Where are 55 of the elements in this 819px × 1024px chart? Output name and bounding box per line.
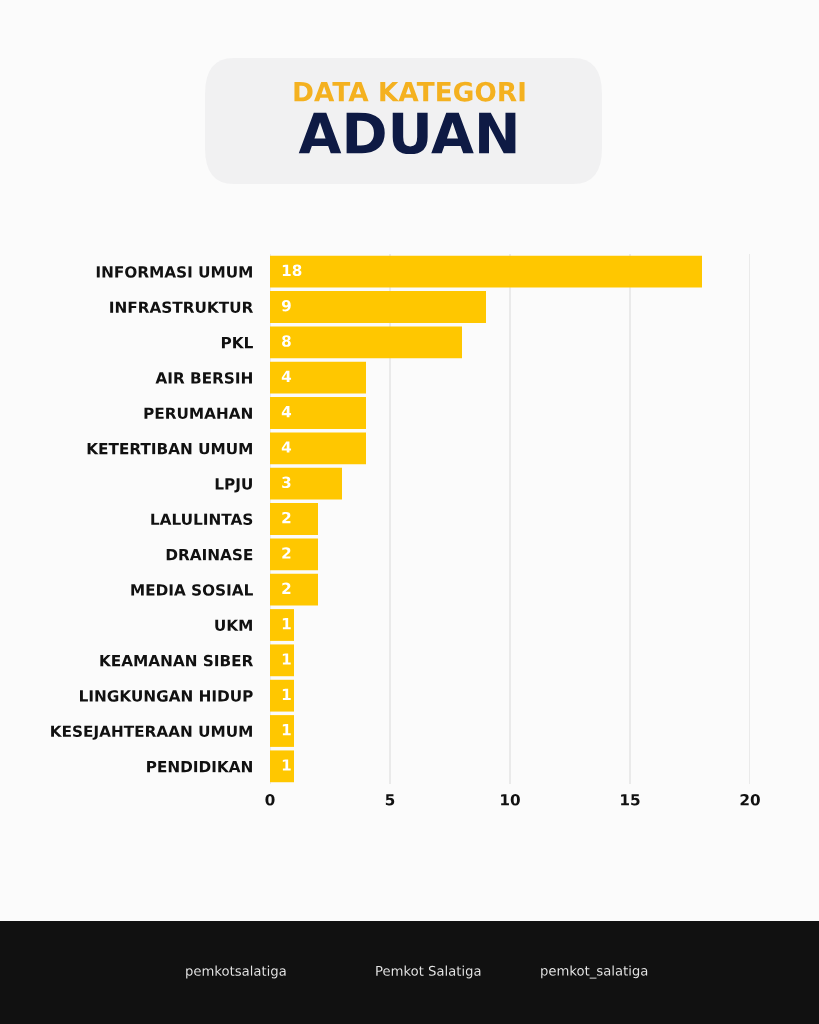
y-tick-label: DRAINASE: [166, 548, 253, 561]
y-tick-label: LALULINTAS: [151, 513, 253, 526]
bar: [270, 326, 462, 359]
bar: [270, 432, 366, 465]
data-label: 1: [282, 688, 291, 700]
bar: [270, 609, 294, 641]
data-label: 3: [282, 476, 291, 489]
y-tick-label: PERUMAHAN: [144, 407, 252, 420]
data-label: 2: [282, 582, 291, 594]
bar: [270, 397, 366, 429]
data-label: 9: [281, 299, 291, 312]
y-tick-label: INFRASTRUKTUR: [110, 301, 254, 314]
data-label: 2: [282, 511, 291, 524]
bar: [270, 467, 342, 500]
y-tick-label: KETERTIBAN UMUM: [87, 443, 252, 455]
bar: [270, 750, 294, 783]
data-label: 1: [282, 618, 291, 630]
bar: [270, 679, 294, 712]
x-tick-label: 0: [265, 793, 275, 806]
data-label: 2: [282, 547, 291, 559]
data-label: 4: [281, 370, 292, 382]
y-tick-label: LPJU: [215, 478, 252, 493]
chart-subtitle: ADUAN: [298, 112, 516, 155]
y-tick-label: PENDIDIKAN: [147, 761, 252, 773]
x-tick-label: 10: [501, 793, 520, 806]
bar: [270, 573, 318, 606]
bar: [270, 255, 702, 288]
bar: [270, 538, 318, 571]
data-label: 18: [282, 264, 302, 277]
bar: [270, 503, 318, 535]
y-tick-label: PKL: [221, 337, 253, 349]
y-tick-label: LINGKUNGAN HIDUP: [80, 690, 253, 702]
data-label: 1: [282, 724, 291, 736]
bar: [270, 715, 294, 747]
data-label: 1: [282, 759, 291, 771]
y-tick-label: INFORMASI UMUM: [96, 266, 252, 278]
bar: [270, 361, 366, 394]
text: pemkot_salatiga: [541, 965, 648, 979]
data-label: 8: [282, 335, 291, 347]
data-label: 4: [281, 406, 292, 418]
x-tick-label: 5: [385, 794, 395, 806]
text: pemkotsalatiga: [186, 965, 286, 979]
data-label: 1: [282, 653, 291, 665]
y-tick-label: MEDIA SOSIAL: [131, 584, 253, 596]
y-tick-label: AIR BERSIH: [155, 372, 252, 384]
bar: [270, 291, 486, 323]
x-tick-label: 20: [740, 793, 760, 806]
text: Pemkot Salatiga: [376, 965, 481, 979]
x-tick-label: 15: [621, 794, 640, 806]
data-label: 4: [281, 441, 292, 453]
y-tick-label: KEAMANAN SIBER: [100, 654, 254, 667]
y-tick-label: UKM: [215, 619, 252, 632]
bar: [270, 644, 294, 677]
chart-title: DATA KATEGORI: [294, 81, 525, 102]
y-tick-label: KESEJAHTERAAN UMUM: [51, 725, 252, 740]
